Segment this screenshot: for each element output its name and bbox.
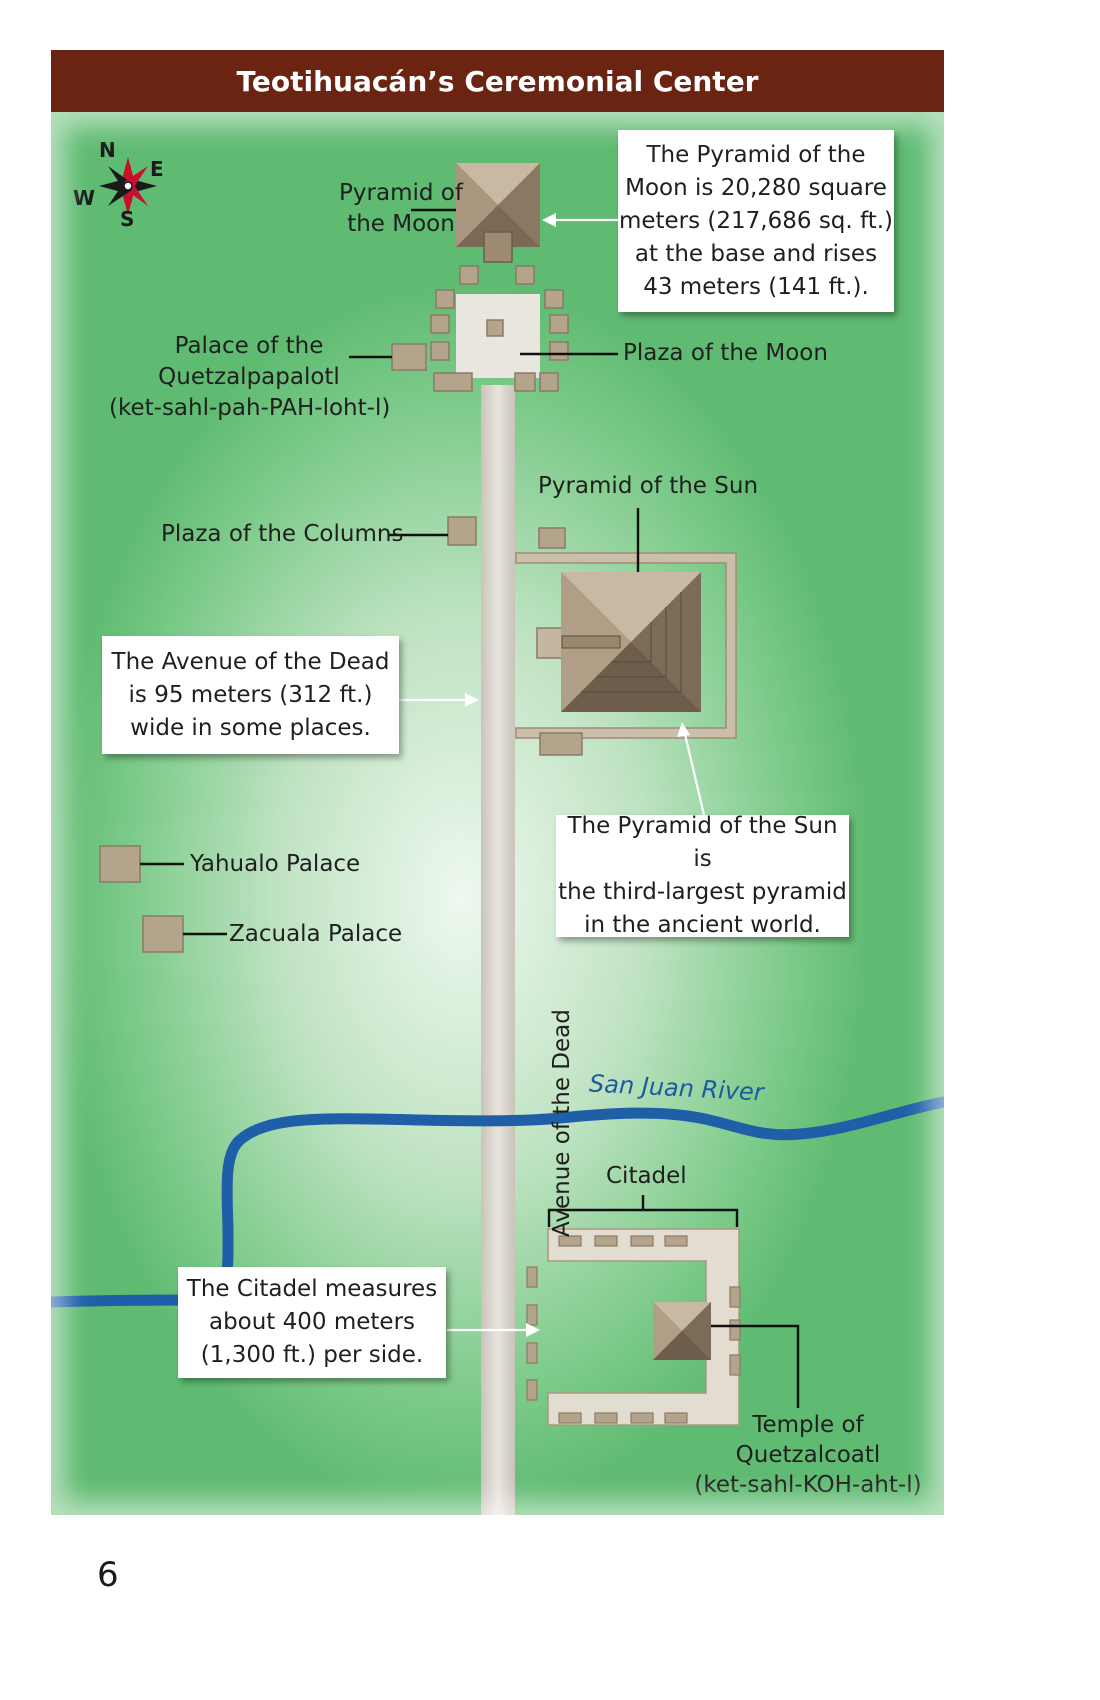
map-area: Pyramid of the Moon Palace of the Quetza… [51, 112, 944, 1515]
label-plaza-of-the-columns: Plaza of the Columns [161, 521, 404, 547]
label-zacuala-palace: Zacuala Palace [229, 921, 403, 947]
leader-lines [140, 208, 800, 1408]
compass-south: S [120, 207, 135, 231]
page-number: 6 [97, 1555, 119, 1595]
callout-avenue-of-the-dead: The Avenue of the Dead is 95 meters (312… [102, 636, 399, 754]
label-plaza-of-the-moon: Plaza of the Moon [623, 340, 828, 366]
temple-of-quetzalcoatl [653, 1302, 711, 1360]
callout-pyramid-of-the-moon: The Pyramid of the Moon is 20,280 square… [618, 130, 894, 312]
callout-arrows [399, 218, 706, 1332]
citadel [526, 1228, 741, 1426]
yahualo-palace [99, 845, 141, 883]
label-palace-of-the-quetzalpapalotl: Palace of the Quetzalpapalotl (ket-sahl-… [109, 333, 391, 421]
compass-north: N [99, 138, 116, 162]
sun-small-structure [538, 527, 566, 549]
label-temple-of-quetzalcoatl: Temple of Quetzalcoatl (ket-sahl-KOH-aht… [694, 1412, 922, 1498]
pyramid-of-the-moon [456, 163, 540, 263]
label-avenue-of-the-dead: Avenue of the Dead [549, 1009, 575, 1237]
map-drawing [51, 157, 944, 1515]
callout-citadel: The Citadel measures about 400 meters (1… [178, 1267, 446, 1378]
moon-plaza-structures [430, 265, 569, 392]
avenue-of-the-dead [481, 385, 515, 1515]
compass-east: E [150, 157, 164, 181]
pyramid-of-the-sun [561, 572, 701, 712]
label-pyramid-of-the-moon: Pyramid of the Moon [339, 180, 463, 237]
label-citadel: Citadel [606, 1163, 687, 1189]
callout-pyramid-of-the-sun: The Pyramid of the Sun is the third-larg… [556, 813, 849, 938]
palace-of-the-quetzalpapalotl [391, 343, 427, 371]
label-pyramid-of-the-sun: Pyramid of the Sun [538, 473, 759, 499]
plaza-of-the-columns [447, 516, 477, 546]
compass-west: W [73, 186, 96, 210]
label-yahualo-palace: Yahualo Palace [190, 851, 361, 877]
compass-icon [99, 157, 157, 215]
zacuala-palace [142, 915, 184, 953]
callout-arrowheads [465, 213, 690, 1337]
map-title: Teotihuacán’s Ceremonial Center [51, 50, 944, 112]
plaza-altar [486, 319, 504, 337]
